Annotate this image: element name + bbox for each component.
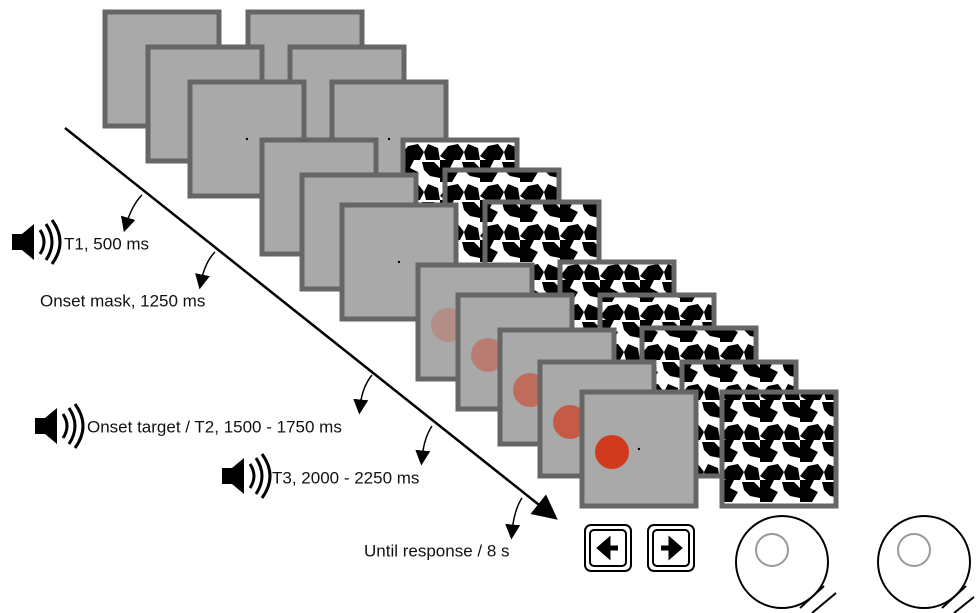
event-label: T3, 2000 - 2250 ms xyxy=(272,468,419,487)
eyes xyxy=(736,516,974,613)
mask-frame xyxy=(722,392,836,506)
event-label: Onset mask, 1250 ms xyxy=(40,291,205,310)
trial-diagram: T1, 500 ms Onset mask, 1250 ms Onset tar… xyxy=(0,0,976,613)
event-label: Until response / 8 s xyxy=(364,541,510,560)
event-label: T1, 500 ms xyxy=(64,234,149,253)
event-label: Onset target / T2, 1500 - 1750 ms xyxy=(87,417,342,436)
response-keys xyxy=(585,525,694,571)
target xyxy=(595,435,629,469)
fixation xyxy=(398,261,400,263)
fixation xyxy=(246,138,248,140)
fixation xyxy=(638,448,640,450)
fixation xyxy=(388,138,390,140)
